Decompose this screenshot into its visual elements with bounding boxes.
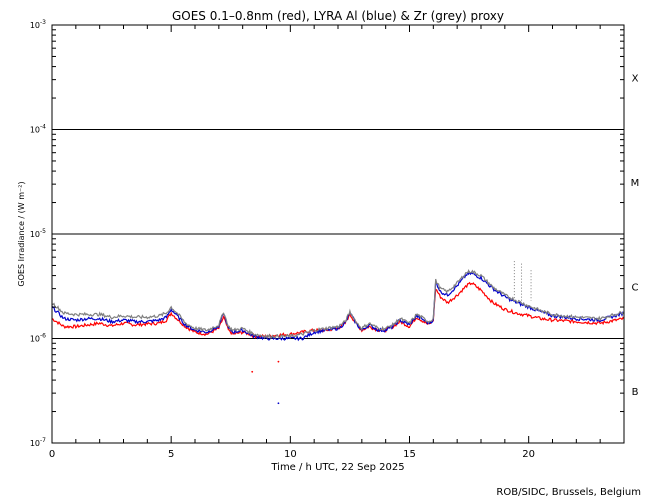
x-axis-ticks: 0 5 10 15 20 [49, 25, 625, 460]
chart-title: GOES 0.1–0.8nm (red), LYRA Al (blue) & Z… [172, 9, 504, 23]
outlier-point-1 [277, 360, 280, 363]
x-tick-label: 20 [522, 449, 535, 460]
outlier-point-2 [277, 402, 280, 405]
series-layer [51, 261, 625, 405]
y-axis-ticks: 10-7 10-6 10-5 10-4 10-3 [30, 19, 624, 448]
flare-class-labels: B C M X [631, 73, 640, 398]
credit-text: ROB/SIDC, Brussels, Belgium [496, 487, 641, 498]
x-axis-label: Time / h UTC, 22 Sep 2025 [270, 462, 404, 473]
flare-class-lines [52, 129, 624, 339]
flare-class-label-M: M [631, 178, 640, 189]
y-axis-label: GOES Irradiance / (W m⁻²) [17, 181, 26, 286]
flare-class-label-B: B [632, 387, 639, 398]
x-tick-label: 10 [284, 449, 297, 460]
flare-class-label-C: C [632, 282, 639, 293]
y-tick-label: 10-4 [30, 124, 46, 135]
flare-class-label-X: X [632, 73, 639, 84]
outlier-point-0 [251, 370, 254, 373]
x-tick-label: 5 [168, 449, 174, 460]
y-tick-label: 10-3 [30, 19, 46, 30]
x-tick-label: 15 [403, 449, 416, 460]
series-line-grey [51, 268, 625, 339]
y-tick-label: 10-7 [30, 437, 46, 448]
y-tick-label: 10-5 [30, 228, 46, 239]
y-tick-label: 10-6 [30, 333, 46, 344]
x-tick-label: 0 [49, 449, 55, 460]
